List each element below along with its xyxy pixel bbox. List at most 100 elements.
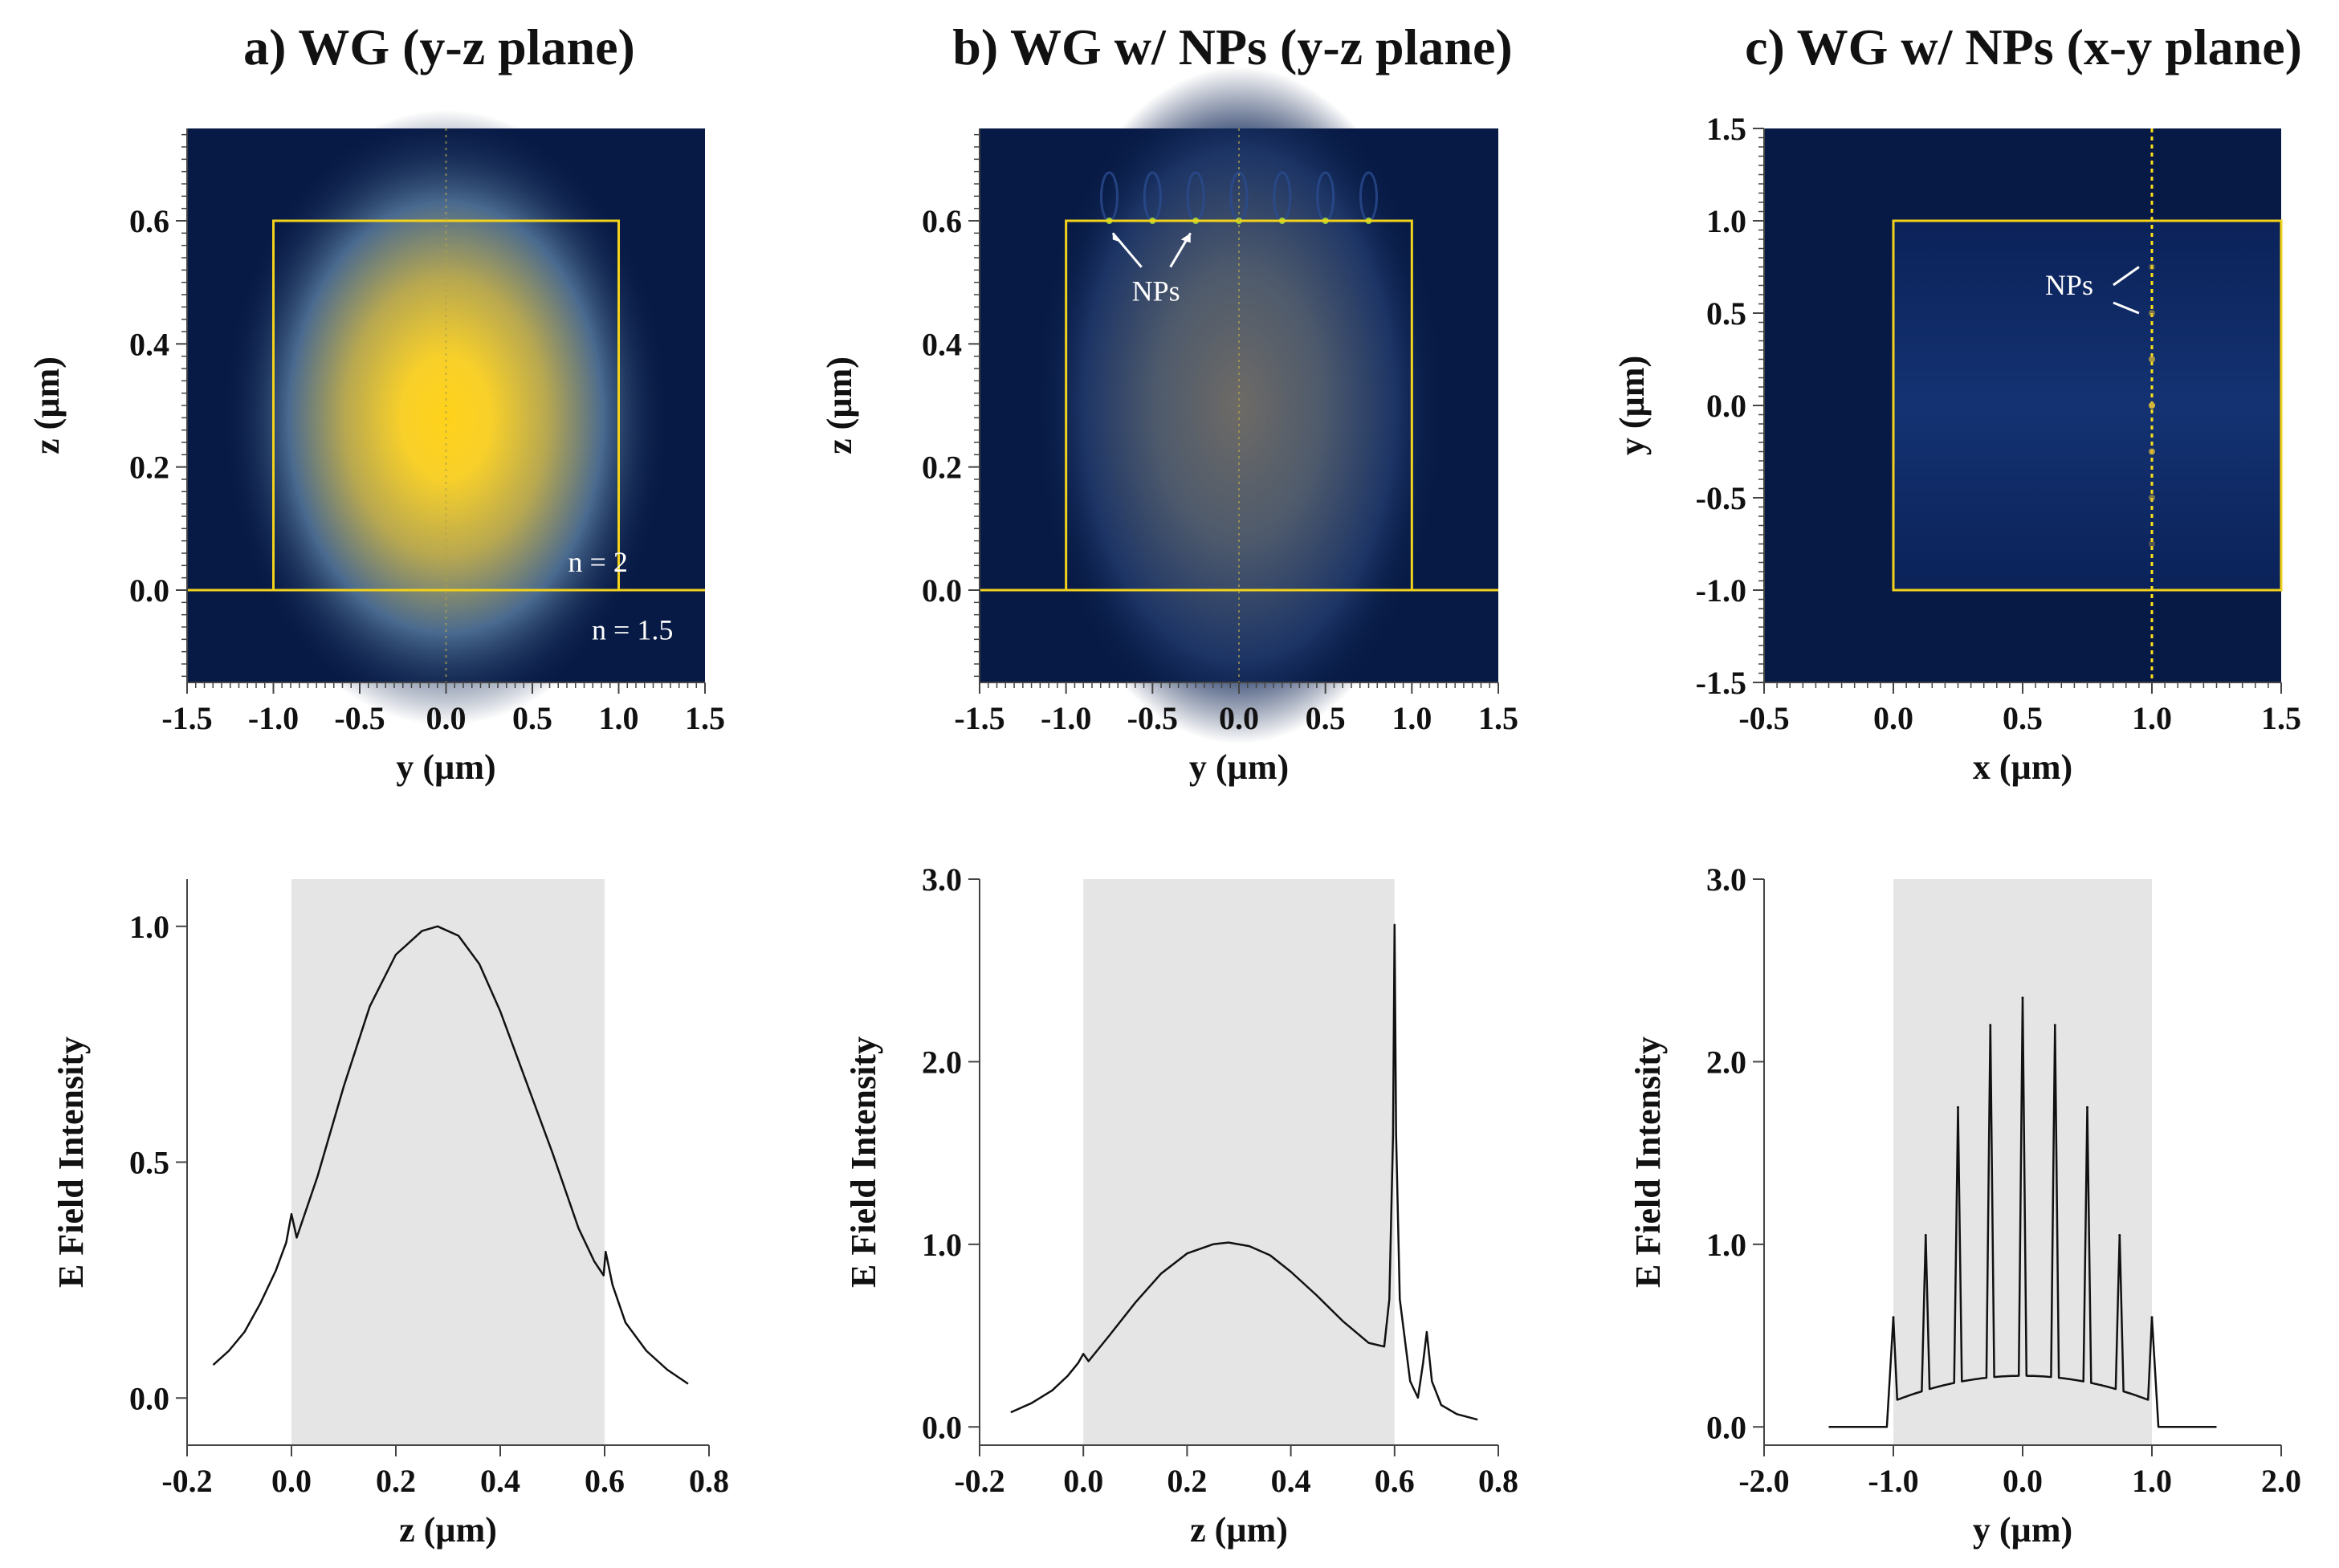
title-a: a) WG (y-z plane) bbox=[243, 18, 635, 75]
a-line-x-tick-label: 0.8 bbox=[689, 1463, 729, 1499]
c-line-x-tick-label: -1.0 bbox=[1868, 1463, 1918, 1499]
a-map-y-tick-label: 0.2 bbox=[129, 450, 169, 486]
c-map-y-tick-label: -0.5 bbox=[1696, 480, 1746, 516]
a-map-label-cladding-index: n = 1.5 bbox=[592, 613, 673, 646]
a-map-x-label: y (µm) bbox=[396, 747, 495, 787]
title-c: c) WG w/ NPs (x-y plane) bbox=[1745, 18, 2302, 75]
c-line-peak-point bbox=[2150, 1316, 2154, 1319]
c-line-plot bbox=[1828, 879, 2217, 1445]
c-line-x-tick-label: -2.0 bbox=[1738, 1463, 1789, 1499]
c-line-x-tick-label: 1.0 bbox=[2132, 1463, 2172, 1499]
c-map-np-dot bbox=[2149, 448, 2155, 455]
a-line-y-tick-label: 0.0 bbox=[129, 1380, 169, 1416]
b-line-x-tick-label: 0.6 bbox=[1375, 1463, 1415, 1499]
b-map-x-tick-label: 1.0 bbox=[1392, 700, 1432, 736]
b-line-x-tick-label: -0.2 bbox=[954, 1463, 1004, 1499]
b-line-y-label: E Field Intensity bbox=[844, 1037, 883, 1288]
b-map-y-tick-label: 0.4 bbox=[922, 326, 962, 362]
a-map-y-tick-label: 0.0 bbox=[129, 572, 169, 609]
c-map-mode-profile bbox=[1893, 221, 2281, 590]
c-line-peak-point bbox=[2053, 1024, 2056, 1027]
a-map-y-label: z (µm) bbox=[27, 356, 67, 454]
c-map-np-dot bbox=[2149, 356, 2155, 363]
b-line-x-tick-label: 0.8 bbox=[1478, 1463, 1518, 1499]
b-map-axes: -1.5 -1.0 -0.5 0.0 0.5 1.0 1.5 0.0 0.2 0.4 0.6 y (µ… bbox=[820, 128, 1518, 787]
b-line-x-tick-label: 0.0 bbox=[1063, 1463, 1103, 1499]
c-map-x-tick-label: 1.0 bbox=[2132, 700, 2172, 736]
c-line-y-tick-label: 1.0 bbox=[1706, 1227, 1746, 1263]
b-map-np-arrowhead bbox=[1112, 233, 1123, 243]
b-line-axes: -0.2 0.0 0.2 0.4 0.6 0.8 0.0 1.0 2.0 3.0 z (µm) E F… bbox=[844, 861, 1518, 1550]
a-map-x-tick-label: 0.5 bbox=[512, 700, 552, 736]
a-map-x-tick-label: -1.0 bbox=[248, 700, 299, 736]
b-map-y-tick-label: 0.2 bbox=[922, 450, 962, 486]
b-line-x-label: z (µm) bbox=[1190, 1510, 1288, 1550]
c-map-axes: -0.5 0.0 0.5 1.0 1.5 -1.5 -1.0 -0.5 0.0 0.5 1.0 1.5… bbox=[1612, 111, 2301, 787]
b-map-x-tick-label: -1.5 bbox=[954, 700, 1004, 736]
c-map-x-tick-label: 0.0 bbox=[1873, 700, 1913, 736]
a-line-intensity-curve bbox=[212, 925, 689, 1385]
b-map-x-tick-label: 0.0 bbox=[1219, 700, 1259, 736]
b-map-x-label: y (µm) bbox=[1189, 747, 1289, 787]
a-map-y-tick-label: 0.6 bbox=[129, 203, 169, 239]
c-line-peak-point bbox=[1989, 1024, 1992, 1027]
a-map-x-tick-label: 1.5 bbox=[685, 700, 725, 736]
b-line-x-tick-label: 0.4 bbox=[1271, 1463, 1311, 1499]
c-map-y-tick-label: 1.5 bbox=[1706, 111, 1746, 147]
b-line-plot bbox=[1010, 879, 1478, 1445]
c-map-y-label: y (µm) bbox=[1612, 356, 1652, 455]
c-line-x-tick-label: 0.0 bbox=[2003, 1463, 2043, 1499]
b-map-np-arrowhead bbox=[1180, 233, 1191, 243]
a-line-x-tick-label: 0.4 bbox=[480, 1463, 520, 1499]
b-line-y-tick-label: 3.0 bbox=[922, 861, 962, 898]
c-map-waveguide-outline bbox=[1892, 219, 2283, 592]
c-line-y-tick-label: 2.0 bbox=[1706, 1044, 1746, 1080]
a-line-x-label: z (µm) bbox=[399, 1510, 497, 1550]
a-map-plot: n = 2 n = 1.5 bbox=[187, 109, 705, 726]
b-line-shaded-waveguide-region bbox=[1083, 879, 1395, 1445]
a-line-shaded-waveguide-region bbox=[291, 879, 605, 1445]
c-map-x-tick-label: -0.5 bbox=[1738, 700, 1789, 736]
c-map-x-tick-label: 0.5 bbox=[2003, 700, 2043, 736]
c-line-peak-point bbox=[2118, 1233, 2121, 1236]
b-map-label-nps: NPs bbox=[1132, 275, 1180, 307]
b-map-y-tick-label: 0.6 bbox=[922, 203, 962, 239]
c-map-np-dot bbox=[2149, 263, 2155, 271]
c-map-y-tick-label: 0.0 bbox=[1706, 388, 1746, 424]
a-line-plot bbox=[212, 879, 689, 1445]
a-line-x-tick-label: 0.0 bbox=[271, 1463, 312, 1499]
a-map-x-tick-label: 1.0 bbox=[599, 700, 639, 736]
a-line-y-tick-label: 0.5 bbox=[129, 1145, 169, 1181]
c-line-peak-point bbox=[1924, 1233, 1927, 1236]
b-map-y-tick-label: 0.0 bbox=[922, 572, 962, 609]
c-line-x-tick-label: 2.0 bbox=[2261, 1463, 2301, 1499]
c-map-np-arrow bbox=[2113, 301, 2140, 315]
c-map-y-tick-label: 1.0 bbox=[1706, 203, 1746, 239]
b-line-intensity-curve bbox=[1010, 923, 1478, 1421]
c-line-peak-point bbox=[2086, 1106, 2088, 1109]
c-map-y-tick-label: -1.5 bbox=[1696, 665, 1746, 701]
c-map-y-tick-label: 0.5 bbox=[1706, 295, 1746, 332]
c-map-np-dot bbox=[2149, 495, 2155, 501]
b-line-y-tick-label: 2.0 bbox=[922, 1044, 962, 1080]
a-map-axes: -1.5 -1.0 -0.5 0.0 0.5 1.0 1.5 0.0 0.2 0.4 0.6 y (µ… bbox=[27, 128, 725, 787]
c-line-peak-point bbox=[1957, 1106, 1959, 1109]
c-line-x-label: y (µm) bbox=[1973, 1510, 2072, 1550]
c-line-y-tick-label: 3.0 bbox=[1706, 861, 1746, 898]
c-line-peak-point bbox=[2021, 996, 2024, 1000]
c-line-peak-point bbox=[1892, 1316, 1895, 1319]
a-map-x-tick-label: -0.5 bbox=[334, 700, 385, 736]
b-line-y-tick-label: 0.0 bbox=[922, 1409, 962, 1445]
c-map-np-dot bbox=[2149, 310, 2155, 316]
c-map-plot: NPs bbox=[1764, 128, 2283, 682]
c-map-np-dot bbox=[2149, 402, 2155, 409]
a-map-x-tick-label: -1.5 bbox=[161, 700, 212, 736]
b-line-y-tick-label: 1.0 bbox=[922, 1227, 962, 1263]
a-line-y-label: E Field Intensity bbox=[51, 1037, 91, 1288]
a-map-label-core-index: n = 2 bbox=[568, 546, 628, 578]
c-line-y-tick-label: 0.0 bbox=[1706, 1409, 1746, 1445]
a-line-x-tick-label: -0.2 bbox=[161, 1463, 212, 1499]
b-map-x-tick-label: 1.5 bbox=[1478, 700, 1518, 736]
b-map-x-tick-label: -1.0 bbox=[1041, 700, 1091, 736]
